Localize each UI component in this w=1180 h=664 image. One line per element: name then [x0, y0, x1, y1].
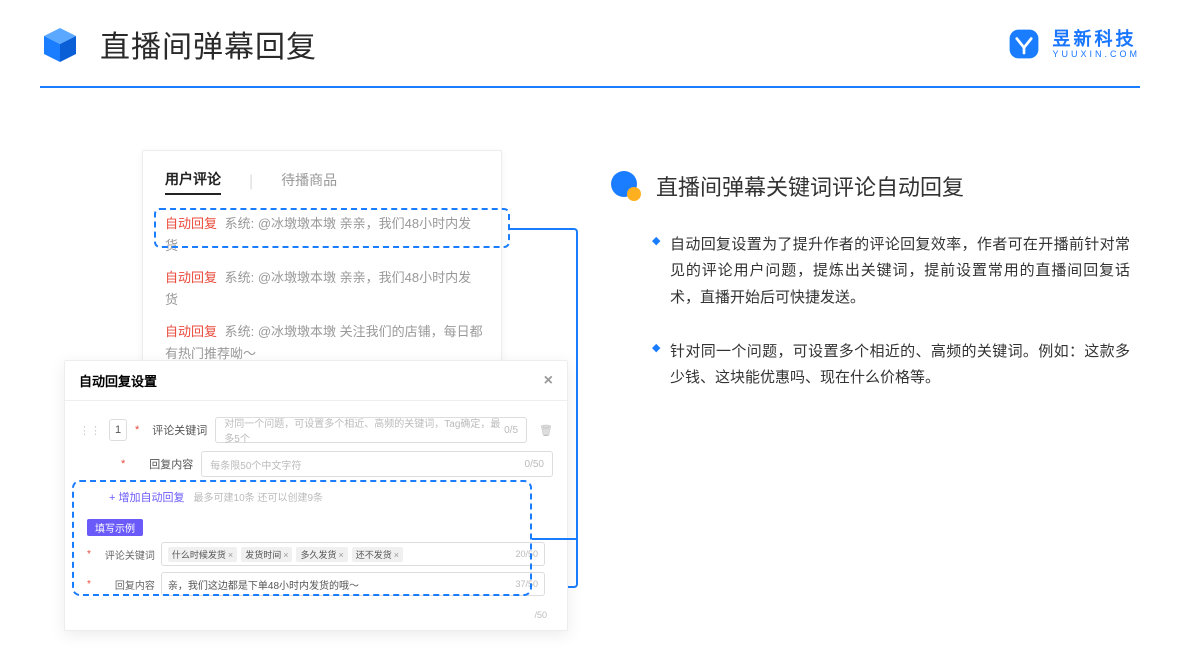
required-mark: * [135, 424, 139, 436]
ex-label-keyword: 评论关键词 [99, 547, 155, 562]
placeholder: 对同一个问题，可设置多个相近、高频的关键词，Tag确定，最多5个 [224, 415, 504, 445]
header-rule [40, 86, 1140, 88]
brand-cn: 昱新科技 [1052, 30, 1140, 48]
header: 直播间弹幕回复 昱新科技 YUUXIN.COM [0, 22, 1180, 66]
ex-count-content: 37/50 [515, 579, 538, 589]
chip[interactable]: 多久发货 [296, 547, 347, 562]
ex-input-keyword[interactable]: 什么时候发货 发货时间 多久发货 还不发货 20/50 [161, 542, 545, 566]
dialog-title: 自动回复设置 [79, 371, 157, 390]
brand-en: YUUXIN.COM [1052, 50, 1140, 59]
mock-area: 用户评论 | 待播商品 自动回复 系统: @冰墩墩本墩 亲亲，我们48小时内发货… [64, 150, 574, 630]
placeholder: 每条限50个中文字符 [210, 457, 301, 472]
ex-input-content[interactable]: 亲，我们这边都是下单48小时内发货的哦～ 37/50 [161, 572, 545, 596]
dialog-body: ⋮⋮ 1 * 评论关键词 对同一个问题，可设置多个相近、高频的关键词，Tag确定… [65, 401, 567, 630]
index-box: 1 [109, 419, 127, 441]
settings-dialog: 自动回复设置 × ⋮⋮ 1 * 评论关键词 对同一个问题，可设置多个相近、高频的… [64, 360, 568, 631]
tabs: 用户评论 | 待播商品 [165, 169, 483, 195]
tab-user-comments[interactable]: 用户评论 [165, 169, 221, 195]
add-row: + 增加自动回复 最多可建10条 还可以创建9条 [79, 485, 553, 513]
chip[interactable]: 发货时间 [241, 547, 292, 562]
required-mark: * [121, 458, 125, 470]
autoreply-tag: 自动回复 [165, 216, 217, 231]
count-keyword: 0/5 [504, 425, 518, 436]
outer-count: /50 [79, 610, 553, 620]
label-content: 回复内容 [135, 456, 193, 472]
required-mark: * [87, 579, 91, 590]
example-row-content: * 回复内容 亲，我们这边都是下单48小时内发货的哦～ 37/50 [87, 572, 545, 596]
tab-separator: | [249, 173, 253, 191]
drag-handle-icon[interactable]: ⋮⋮ [79, 424, 101, 437]
right-column: 直播间弹幕关键词评论自动回复 自动回复设置为了提升作者的评论回复效率，作者可在开… [610, 170, 1130, 419]
autoreply-tag: 自动回复 [165, 270, 217, 285]
chip[interactable]: 还不发货 [352, 547, 403, 562]
delete-icon[interactable]: 🗑 [539, 424, 553, 437]
field-row-content: * 回复内容 每条限50个中文字符 0/50 [79, 451, 553, 477]
comment-row: 自动回复 系统: @冰墩墩本墩 亲亲，我们48小时内发货 [165, 267, 483, 311]
chat-bubble-icon [610, 170, 642, 202]
field-row-keyword: ⋮⋮ 1 * 评论关键词 对同一个问题，可设置多个相近、高频的关键词，Tag确定… [79, 417, 553, 443]
example-box: 填写示例 * 评论关键词 什么时候发货 发货时间 多久发货 还不发货 20/50 [79, 513, 553, 612]
comment-row: 自动回复 系统: @冰墩墩本墩 关注我们的店铺，每日都有热门推荐呦～ [165, 321, 483, 365]
example-row-keyword: * 评论关键词 什么时候发货 发货时间 多久发货 还不发货 20/50 [87, 542, 545, 566]
add-hint: 最多可建10条 还可以创建9条 [194, 493, 323, 504]
bullet-item: 针对同一个问题，可设置多个相近的、高频的关键词。例如：这款多少钱、这块能优惠吗、… [652, 339, 1130, 392]
autoreply-tag: 自动回复 [165, 324, 217, 339]
tab-pending-products[interactable]: 待播商品 [281, 170, 337, 194]
brand-logo-icon [1006, 26, 1042, 62]
input-keyword[interactable]: 对同一个问题，可设置多个相近、高频的关键词，Tag确定，最多5个 0/5 [215, 417, 527, 443]
section-title: 直播间弹幕关键词评论自动回复 [656, 170, 964, 202]
bullet-list: 自动回复设置为了提升作者的评论回复效率，作者可在开播前针对常见的评论用户问题，提… [610, 232, 1130, 391]
section-head: 直播间弹幕关键词评论自动回复 [610, 170, 1130, 202]
example-badge: 填写示例 [87, 519, 143, 536]
comment-row: 自动回复 系统: @冰墩墩本墩 亲亲，我们48小时内发货 [165, 213, 483, 257]
cube-icon [40, 24, 80, 64]
add-autoreply-link[interactable]: + 增加自动回复 [109, 489, 184, 505]
dialog-header: 自动回复设置 × [65, 361, 567, 401]
count-content: 0/50 [525, 459, 544, 470]
ex-content-text: 亲，我们这边都是下单48小时内发货的哦～ [168, 577, 359, 592]
brand-text: 昱新科技 YUUXIN.COM [1052, 30, 1140, 59]
close-icon[interactable]: × [544, 372, 553, 390]
comment-list: 自动回复 系统: @冰墩墩本墩 亲亲，我们48小时内发货 自动回复 系统: @冰… [165, 213, 483, 366]
required-mark: * [87, 549, 91, 560]
page-title: 直播间弹幕回复 [100, 22, 317, 66]
chip[interactable]: 什么时候发货 [168, 547, 237, 562]
label-keyword: 评论关键词 [149, 422, 207, 438]
ex-label-content: 回复内容 [99, 577, 155, 592]
ex-count-keyword: 20/50 [515, 549, 538, 559]
brand: 昱新科技 YUUXIN.COM [1006, 26, 1140, 62]
header-left: 直播间弹幕回复 [40, 22, 317, 66]
chip-list: 什么时候发货 发货时间 多久发货 还不发货 [168, 547, 403, 562]
input-content[interactable]: 每条限50个中文字符 0/50 [201, 451, 553, 477]
bullet-item: 自动回复设置为了提升作者的评论回复效率，作者可在开播前针对常见的评论用户问题，提… [652, 232, 1130, 311]
